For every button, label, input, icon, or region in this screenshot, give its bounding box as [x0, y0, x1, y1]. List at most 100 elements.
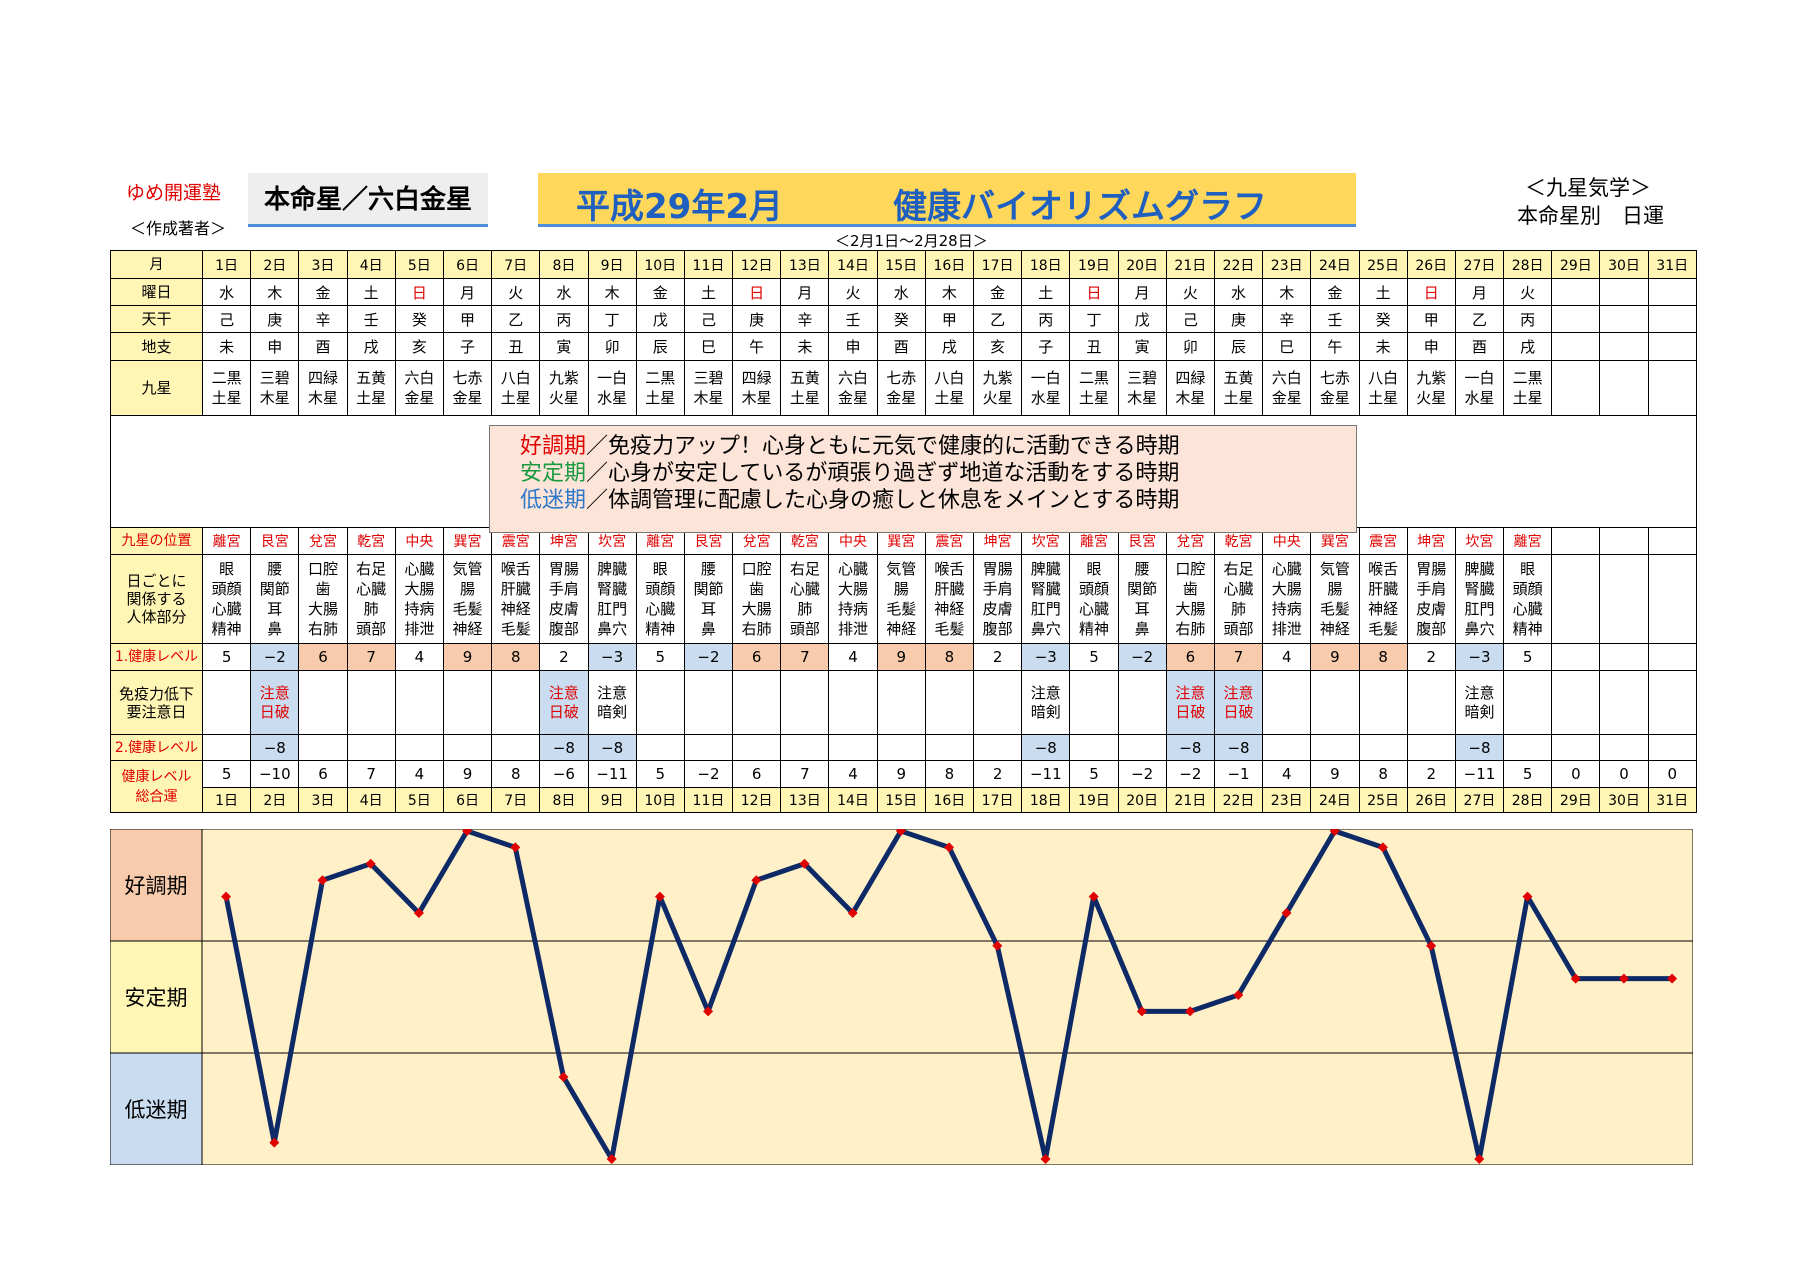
row-chishi-cell: 酉	[1454, 332, 1505, 361]
row-day-bottom-cell: 27日	[1454, 787, 1505, 813]
row-weekday-label: 曜日	[110, 278, 203, 306]
data-point	[1136, 1006, 1147, 1017]
row-caution-cell	[683, 670, 734, 735]
row-chishi-cell: 巳	[1262, 332, 1312, 361]
band-label: 安定期	[125, 986, 188, 1010]
row-body-cell	[1599, 554, 1649, 644]
row-position-cell: 乾宮	[346, 527, 396, 555]
data-point	[1522, 891, 1533, 902]
row-tenkan-cell: 丁	[1069, 305, 1119, 333]
row-tenkan-cell: 壬	[828, 305, 878, 333]
row-body-cell: 口腔 歯 大腸 右肺	[732, 554, 782, 644]
row-weekday-cell: 火	[1503, 278, 1553, 306]
row-body-cell: 眼 頭顔 心臓 精神	[1069, 554, 1119, 644]
row-level1-cell: 2	[539, 643, 589, 671]
row-day-bottom-cell: 10日	[635, 787, 685, 813]
row-body-cell: 眼 頭顔 心臓 精神	[201, 554, 252, 644]
row-weekday-cell: 日	[732, 278, 782, 306]
row-caution-cell	[828, 670, 878, 735]
row-weekday-cell: 火	[828, 278, 878, 306]
row-weekday-cell: 火	[491, 278, 541, 306]
row-chishi-cell: 寅	[539, 332, 589, 361]
row-chishi-cell: 戌	[1503, 332, 1553, 361]
row-day-bottom-cell: 17日	[972, 787, 1023, 813]
row-level1-cell: 9	[1310, 643, 1360, 671]
row-tenkan-cell: 己	[1165, 305, 1215, 333]
title-main: 健康バイオリズムグラフ	[893, 187, 1267, 227]
row-day-bottom-cell: 26日	[1406, 787, 1456, 813]
row-kyusei: 九星 二黒 土星 三碧 木星 四緑 木星 五黄 土星 六白 金星 七赤 金星 八白 土星 九紫 …	[110, 360, 1697, 416]
data-point	[992, 940, 1003, 951]
row-level2-cell	[346, 734, 396, 761]
row-tenkan-cell	[1551, 305, 1601, 333]
row-tenkan-cell: 戊	[1117, 305, 1167, 333]
row-level2-cell	[732, 734, 782, 761]
row-body-cell	[1551, 554, 1601, 644]
row-day-cell: 7日	[491, 250, 541, 279]
row-tenkan-label: 天干	[110, 305, 203, 333]
row-caution-cell: 注意 日破	[1165, 670, 1215, 735]
row-level1-cell: 5	[201, 643, 252, 671]
data-point	[413, 908, 424, 918]
row-chishi-cell: 酉	[876, 332, 926, 361]
row-total-cell: 0	[1551, 760, 1601, 788]
row-day-cell: 13日	[780, 250, 830, 279]
row-day-bottom: 1日 2日 3日 4日 5日 6日 7日 8日 9日 10日 11日 12日 13日 14日 15日 16日 1…	[111, 787, 1697, 813]
row-day-bottom-cell: 15日	[876, 787, 926, 813]
row-day-cell: 27日	[1454, 250, 1505, 279]
row-kyusei-cell: 二黒 土星	[201, 360, 252, 416]
row-level1-label: 1.健康レベル	[110, 643, 203, 671]
row-tenkan-cell: 丙	[1503, 305, 1553, 333]
row-weekday-cell: 土	[1358, 278, 1408, 306]
data-point	[703, 1006, 714, 1017]
row-tenkan-cell: 辛	[780, 305, 830, 333]
row-kyusei-cell: 六白 金星	[1262, 360, 1312, 416]
data-point	[1185, 1006, 1196, 1017]
row-level2-cell	[828, 734, 878, 761]
row-position-cell: 艮宮	[250, 527, 300, 555]
row-caution-cell: 注意 日破	[539, 670, 589, 735]
row-caution-cell	[1310, 670, 1360, 735]
row-chishi-cell: 申	[250, 332, 300, 361]
row-weekday-cell	[1599, 278, 1649, 306]
data-point	[654, 891, 665, 902]
data-point	[1233, 990, 1244, 1000]
row-body-cell: 喉舌 肝臓 神経 毛髪	[1358, 554, 1408, 644]
row-kyusei-cell	[1551, 360, 1601, 416]
row-total-cell: 4	[394, 760, 444, 788]
row-tenkan-cell: 丙	[1021, 305, 1071, 333]
row-total-cell: 2	[1406, 760, 1456, 788]
row-position-cell	[1647, 527, 1697, 555]
row-tenkan-cell: 甲	[442, 305, 493, 333]
row-chishi-cell: 寅	[1117, 332, 1167, 361]
row-day-cell: 26日	[1406, 250, 1456, 279]
row-chishi-cell: 丑	[491, 332, 541, 361]
row-tenkan-cell	[1599, 305, 1649, 333]
row-position-cell: 震宮	[1358, 527, 1408, 555]
row-day: 月 1日 2日 3日 4日 5日 6日 7日 8日 9日 10日 11日 12日 13日 14日 15日 16日…	[110, 250, 1697, 279]
row-weekday-cell: 金	[1310, 278, 1360, 306]
row-tenkan-cell: 甲	[924, 305, 975, 333]
row-body-cell: 胃腸 手肩 皮膚 腹部	[1406, 554, 1456, 644]
row-level2-cell	[1599, 734, 1649, 761]
row-day-cell: 30日	[1599, 250, 1649, 279]
data-point	[847, 908, 858, 918]
row-caution-cell	[1069, 670, 1119, 735]
row-body-cell: 喉舌 肝臓 神経 毛髪	[491, 554, 541, 644]
kyusei-label: ＜九星気学＞	[1525, 176, 1651, 200]
row-weekday-cell: 月	[780, 278, 830, 306]
row-body-cell: 脾臓 腎臓 肛門 鼻穴	[1021, 554, 1071, 644]
row-weekday-cell: 水	[201, 278, 252, 306]
row-chishi-cell	[1647, 332, 1697, 361]
row-tenkan-cell: 庚	[732, 305, 782, 333]
row-body-cell: 気管 腸 毛髪 神経	[1310, 554, 1360, 644]
row-body-cell: 眼 頭顔 心臓 精神	[635, 554, 685, 644]
row-caution-cell	[394, 670, 444, 735]
row-total-cell: 5	[1069, 760, 1119, 788]
row-tenkan-cell: 丙	[539, 305, 589, 333]
row-caution-cell	[1358, 670, 1408, 735]
row-level2-cell: −8	[539, 734, 589, 761]
row-kyusei-cell: 七赤 金星	[1310, 360, 1360, 416]
row-day-bottom-cell: 21日	[1165, 787, 1215, 813]
row-day-bottom-cell: 1日	[201, 787, 252, 813]
